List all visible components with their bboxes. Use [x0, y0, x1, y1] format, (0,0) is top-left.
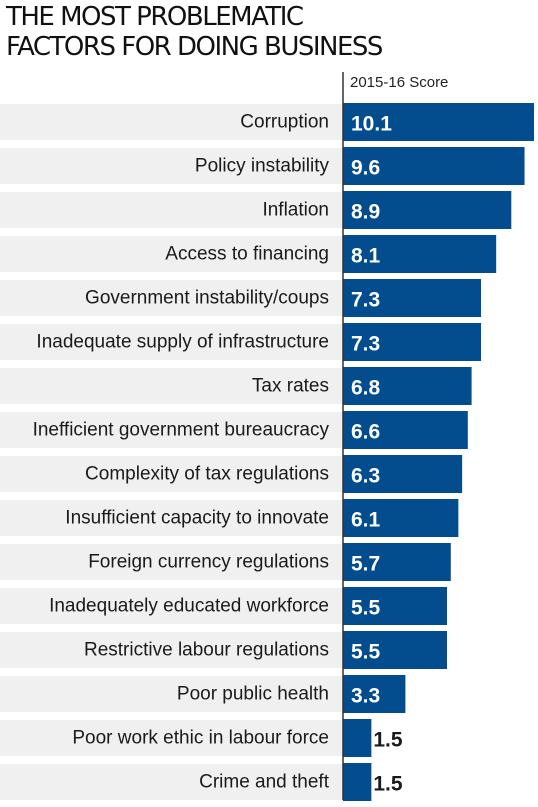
row-band	[0, 104, 343, 140]
row-band	[0, 588, 343, 624]
value-label: 1.5	[373, 773, 403, 796]
value-label: 1.5	[373, 729, 403, 752]
value-label: 8.9	[351, 201, 380, 224]
row-band	[0, 456, 343, 492]
row-band	[0, 632, 343, 668]
row-band	[0, 676, 343, 712]
row-band	[0, 192, 343, 228]
bar-16	[343, 763, 372, 801]
bar-5	[343, 279, 482, 317]
series-label: 2015-16 Score	[350, 74, 449, 91]
bar-10	[343, 499, 459, 537]
row-band	[0, 280, 343, 316]
category-label: Access to financing	[165, 244, 329, 265]
value-label: 8.1	[351, 245, 381, 268]
category-label: Poor work ethic in labour force	[72, 728, 329, 749]
bar-8	[343, 411, 468, 449]
value-label: 6.1	[351, 509, 381, 532]
value-labels: 10.1 9.6 8.9 8.1 7.3 7.3 6.8 6.6 6.3 6.1 5.7 5.5 5.5…	[351, 113, 403, 796]
bar-11	[343, 543, 451, 581]
value-label: 5.5	[351, 641, 381, 664]
chart-title-line-1: THE MOST PROBLEMATIC	[6, 2, 304, 32]
bar-12	[343, 587, 448, 625]
category-label: Inflation	[262, 200, 329, 221]
bar-15	[343, 719, 372, 757]
value-label: 9.6	[351, 157, 380, 180]
category-label: Inadequate supply of infrastructure	[36, 332, 329, 353]
category-label: Poor public health	[177, 684, 329, 705]
category-label: Tax rates	[252, 376, 329, 397]
bar-14	[343, 675, 406, 713]
row-band	[0, 236, 343, 272]
category-labels: Corruption Policy instability Inflation Acc…	[33, 112, 330, 793]
row-band	[0, 324, 343, 360]
value-label: 7.3	[351, 333, 380, 356]
bar-4	[343, 235, 497, 273]
category-label: Insufficient capacity to innovate	[65, 508, 329, 529]
chart-title: THE MOST PROBLEMATIC FACTORS FOR DOING B…	[6, 2, 526, 62]
value-label: 7.3	[351, 289, 380, 312]
row-band	[0, 368, 343, 404]
bars	[343, 103, 534, 801]
row-band	[0, 500, 343, 536]
category-label: Foreign currency regulations	[88, 552, 329, 573]
bar-6	[343, 323, 482, 361]
category-label: Inadequately educated workforce	[49, 596, 329, 617]
category-label: Restrictive labour regulations	[84, 640, 329, 661]
row-band	[0, 412, 343, 448]
value-label: 10.1	[351, 113, 392, 136]
bar-13	[343, 631, 448, 669]
bar-3	[343, 191, 512, 229]
row-band	[0, 544, 343, 580]
bar-7	[343, 367, 472, 405]
category-label: Crime and theft	[199, 772, 330, 793]
row-bands	[0, 104, 343, 800]
value-label: 5.5	[351, 597, 381, 620]
value-label: 3.3	[351, 685, 380, 708]
row-band	[0, 720, 343, 756]
category-label: Government instability/coups	[85, 288, 329, 309]
bar-9	[343, 455, 463, 493]
chart-title-line-2: FACTORS FOR DOING BUSINESS	[6, 32, 383, 62]
bar-2	[343, 147, 525, 185]
category-label: Corruption	[240, 112, 329, 133]
value-label: 6.6	[351, 421, 380, 444]
value-label: 6.8	[351, 377, 381, 400]
value-label: 5.7	[351, 553, 380, 576]
category-label: Policy instability	[195, 156, 330, 177]
category-label: Inefficient government bureaucracy	[33, 420, 330, 441]
value-label: 6.3	[351, 465, 380, 488]
category-label: Complexity of tax regulations	[85, 464, 329, 485]
row-band	[0, 148, 343, 184]
bar-1	[343, 103, 534, 141]
row-band	[0, 764, 343, 800]
